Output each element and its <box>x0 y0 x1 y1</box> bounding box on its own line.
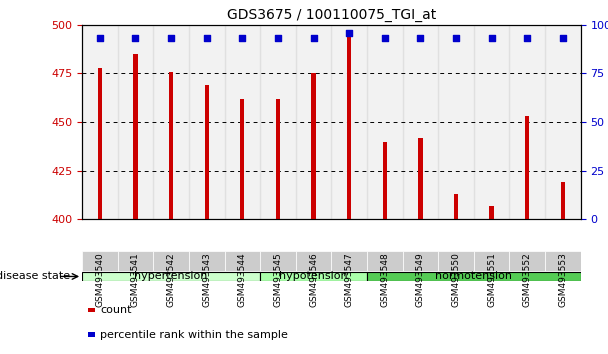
Text: GSM493548: GSM493548 <box>380 252 389 307</box>
Bar <box>118 251 153 271</box>
Text: GSM493546: GSM493546 <box>309 252 318 307</box>
Bar <box>402 25 438 219</box>
Bar <box>510 25 545 219</box>
Bar <box>133 54 137 219</box>
Bar <box>454 194 458 219</box>
Bar <box>260 272 367 281</box>
Bar <box>82 25 118 219</box>
Text: GSM493541: GSM493541 <box>131 252 140 307</box>
Bar <box>474 251 510 271</box>
Bar <box>224 25 260 219</box>
Bar <box>189 251 224 271</box>
Bar <box>295 251 331 271</box>
Bar <box>276 99 280 219</box>
Text: normotension: normotension <box>435 272 513 281</box>
Text: count: count <box>100 305 132 315</box>
Bar <box>525 116 530 219</box>
Bar <box>510 251 545 271</box>
Point <box>451 35 461 41</box>
Point <box>95 35 105 41</box>
Bar <box>153 25 189 219</box>
Point <box>415 35 425 41</box>
Text: GSM493542: GSM493542 <box>167 252 176 307</box>
Bar <box>382 142 387 219</box>
Point <box>238 35 247 41</box>
Bar <box>367 25 402 219</box>
Point <box>558 35 568 41</box>
Bar <box>347 36 351 219</box>
Bar <box>204 85 209 219</box>
Bar <box>331 251 367 271</box>
Bar <box>98 68 102 219</box>
Text: GSM493544: GSM493544 <box>238 252 247 307</box>
Bar <box>153 251 189 271</box>
Bar <box>189 25 224 219</box>
Bar <box>438 25 474 219</box>
Bar <box>402 251 438 271</box>
Text: percentile rank within the sample: percentile rank within the sample <box>100 330 288 339</box>
Bar <box>474 25 510 219</box>
Text: GSM493549: GSM493549 <box>416 252 425 307</box>
Bar <box>169 72 173 219</box>
Point <box>166 35 176 41</box>
Text: GSM493545: GSM493545 <box>274 252 283 307</box>
Title: GDS3675 / 100110075_TGI_at: GDS3675 / 100110075_TGI_at <box>227 8 436 22</box>
Point <box>487 35 497 41</box>
Bar <box>545 251 581 271</box>
Text: hypertension: hypertension <box>134 272 208 281</box>
Bar <box>331 25 367 219</box>
Point <box>202 35 212 41</box>
Bar <box>545 25 581 219</box>
Bar <box>82 251 118 271</box>
Bar <box>418 138 423 219</box>
Bar <box>367 251 402 271</box>
Bar <box>311 73 316 219</box>
Bar <box>82 272 260 281</box>
Text: GSM493543: GSM493543 <box>202 252 211 307</box>
Bar <box>489 206 494 219</box>
Text: disease state: disease state <box>0 272 70 281</box>
Bar <box>240 99 244 219</box>
Bar <box>295 25 331 219</box>
Text: GSM493552: GSM493552 <box>523 252 532 307</box>
Point <box>309 35 319 41</box>
Point <box>380 35 390 41</box>
Bar <box>260 251 295 271</box>
Point <box>344 30 354 35</box>
Text: hypotension: hypotension <box>279 272 348 281</box>
Bar <box>260 25 295 219</box>
Bar <box>438 251 474 271</box>
Point <box>273 35 283 41</box>
Point <box>522 35 532 41</box>
Text: GSM493547: GSM493547 <box>345 252 354 307</box>
Text: GSM493540: GSM493540 <box>95 252 105 307</box>
Bar <box>118 25 153 219</box>
Text: GSM493550: GSM493550 <box>452 252 460 307</box>
Bar <box>224 251 260 271</box>
Bar <box>367 272 581 281</box>
Point <box>131 35 140 41</box>
Text: GSM493551: GSM493551 <box>487 252 496 307</box>
Text: GSM493553: GSM493553 <box>558 252 567 307</box>
Bar <box>561 183 565 219</box>
